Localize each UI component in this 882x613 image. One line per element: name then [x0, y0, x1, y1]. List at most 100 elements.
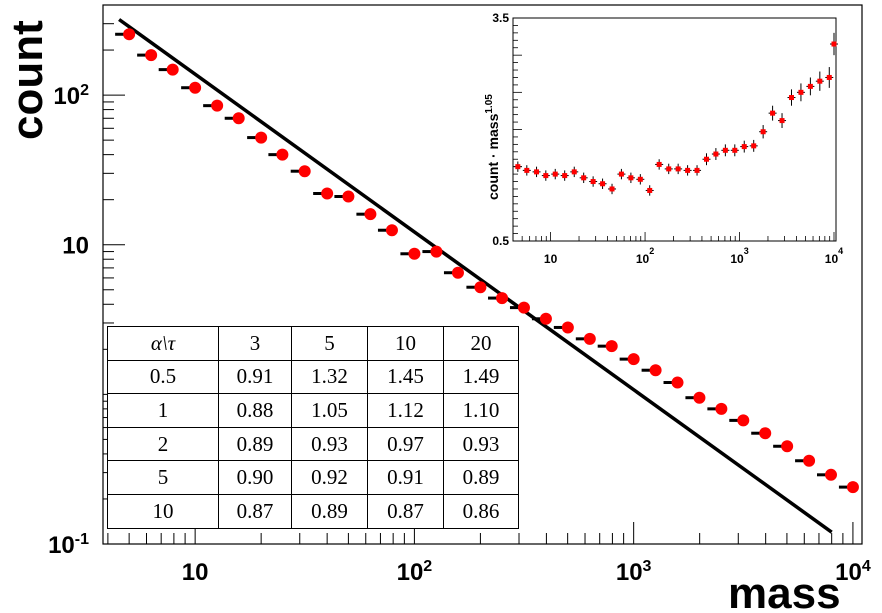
- table-row: 0.5 0.91 1.32 1.45 1.49: [107, 359, 519, 395]
- table-cell: 0.87: [367, 493, 444, 529]
- table-cell: 0.5: [107, 359, 219, 395]
- inset-data-point: [675, 166, 681, 172]
- table-cell: 1.12: [367, 393, 444, 428]
- table-row: 10 0.87 0.89 0.87 0.86: [107, 493, 519, 529]
- inset-data-point: [770, 110, 776, 116]
- table-row: 5 0.90 0.92 0.91 0.89: [107, 460, 519, 495]
- inset-data-point: [831, 41, 837, 47]
- inset-data-point: [637, 176, 643, 182]
- inset-data-point: [666, 166, 672, 172]
- inset-data-point: [647, 187, 653, 193]
- y-tick-label: 10: [62, 233, 89, 260]
- inset-data-point: [590, 179, 596, 185]
- inset-x-tick-label: 104: [825, 246, 843, 266]
- data-point: [693, 391, 706, 404]
- table-row: 2 0.89 0.93 0.97 0.93: [107, 426, 519, 462]
- data-point: [496, 292, 509, 305]
- inset-data-point: [826, 74, 832, 80]
- inset-data-point: [618, 171, 624, 177]
- table-header-cell: 3: [218, 326, 292, 361]
- table-cell: 0.93: [443, 426, 519, 462]
- data-point: [276, 148, 289, 161]
- inset-data-point: [817, 78, 823, 84]
- data-point: [627, 353, 640, 366]
- inset-data-point: [685, 167, 691, 173]
- x-tick-label: 10: [182, 559, 209, 586]
- table-cell: 0.87: [218, 493, 292, 529]
- table-row: 1 0.88 1.05 1.12 1.10: [107, 393, 519, 428]
- data-point: [781, 440, 794, 453]
- inset-frame: [512, 17, 837, 242]
- inset-data-point: [543, 173, 549, 179]
- table-header-cell: 20: [443, 326, 519, 361]
- table-header-cell: 5: [291, 326, 368, 361]
- data-point: [232, 112, 245, 125]
- inset-data-point: [694, 167, 700, 173]
- table-cell: 1.45: [367, 359, 444, 395]
- inset-data-point: [562, 173, 568, 179]
- table-cell: 0.86: [443, 493, 519, 529]
- x-tick-label: 103: [616, 558, 652, 586]
- inset-data-point: [741, 144, 747, 150]
- inset-data-point: [807, 83, 813, 89]
- inset-data-point: [552, 171, 558, 177]
- inset-data-point: [581, 175, 587, 181]
- table-cell: 0.90: [218, 460, 292, 495]
- table-cell: 0.89: [218, 426, 292, 462]
- data-point: [605, 340, 618, 353]
- inset-y-tick-label: 3.5: [492, 11, 509, 25]
- data-point: [211, 99, 224, 112]
- data-point: [321, 187, 334, 200]
- inset-plot: 10 102 103 104 0.5 3.5 count · mass1.05: [484, 11, 843, 266]
- inset-data-point: [628, 175, 634, 181]
- table-cell: 1.49: [443, 359, 519, 395]
- inset-data-point: [703, 156, 709, 162]
- inset-data-point: [534, 169, 540, 175]
- inset-x-tick-label: 10: [544, 252, 558, 266]
- data-point: [123, 28, 136, 41]
- inset-data-point: [600, 181, 606, 187]
- inset-data-point: [656, 161, 662, 167]
- table-cell: 0.92: [291, 460, 368, 495]
- inset-data-point: [779, 118, 785, 124]
- data-point: [451, 266, 464, 279]
- data-point: [342, 190, 355, 203]
- inset-data-point: [751, 143, 757, 149]
- data-point: [517, 301, 530, 314]
- table-cell: 0.93: [291, 426, 368, 462]
- x-tick-label: 102: [397, 558, 433, 586]
- table-header-cell: α\τ: [107, 326, 219, 361]
- data-point: [715, 402, 728, 415]
- inset-data-point: [798, 89, 804, 95]
- table-cell: 0.91: [367, 460, 444, 495]
- inset-y-tick-label: 0.5: [492, 234, 509, 248]
- table-cell: 2: [107, 426, 219, 462]
- data-point: [408, 247, 421, 260]
- data-point: [649, 364, 662, 377]
- inset-x-tick-label: 103: [730, 246, 748, 266]
- x-tick-label: 104: [835, 558, 871, 586]
- table-cell: 1: [107, 393, 219, 428]
- data-point: [189, 81, 202, 94]
- data-point: [846, 481, 859, 494]
- main-y-axis-label: count: [3, 20, 52, 140]
- data-point: [671, 376, 684, 389]
- table-cell: 0.91: [218, 359, 292, 395]
- y-tick-label: 102: [53, 82, 89, 110]
- data-point: [759, 427, 772, 440]
- main-plot-frame: [102, 4, 863, 545]
- table-header-cell: 10: [367, 326, 444, 361]
- inset-data-point: [722, 147, 728, 153]
- table-cell: 0.89: [291, 493, 368, 529]
- data-point: [474, 281, 487, 294]
- table-cell: 10: [107, 493, 219, 529]
- data-point: [803, 454, 816, 467]
- table-cell: 0.88: [218, 393, 292, 428]
- data-point: [430, 245, 443, 258]
- data-point: [824, 468, 837, 481]
- inset-data-point: [732, 147, 738, 153]
- table-cell: 5: [107, 460, 219, 495]
- inset-data-point: [788, 95, 794, 101]
